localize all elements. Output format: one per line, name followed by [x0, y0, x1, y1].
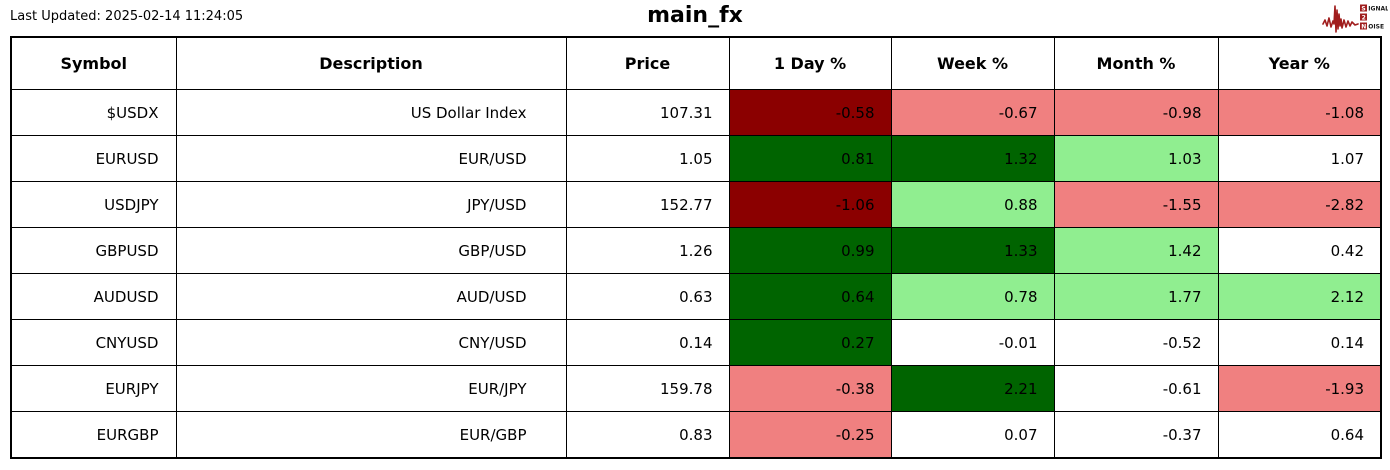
fx-table: Symbol Description Price 1 Day % Week % … [10, 36, 1382, 459]
price-cell: 159.78 [565, 365, 730, 412]
header-row: Symbol Description Price 1 Day % Week % … [10, 36, 1382, 90]
price-cell: 107.31 [565, 89, 730, 136]
price-cell: 0.63 [565, 273, 730, 320]
column-header-price: Price [565, 36, 730, 90]
week-pct-cell: 0.07 [890, 411, 1055, 459]
week-pct-cell: -0.01 [890, 319, 1055, 366]
month-pct-cell: -1.55 [1053, 181, 1219, 228]
year-pct-cell: 0.64 [1217, 411, 1382, 459]
week-pct-cell: 1.32 [890, 135, 1055, 182]
month-pct-cell: -0.52 [1053, 319, 1219, 366]
logo-text-ignal: IGNAL [1368, 5, 1388, 12]
month-pct-cell: -0.61 [1053, 365, 1219, 412]
description-cell: EUR/GBP [175, 411, 567, 459]
price-cell: 152.77 [565, 181, 730, 228]
month-pct-cell: 1.42 [1053, 227, 1219, 274]
symbol-cell: USDJPY [10, 181, 177, 228]
table-row: $USDX US Dollar Index 107.31 -0.58 -0.67… [10, 89, 1382, 136]
day-pct-cell: -0.58 [728, 89, 892, 136]
symbol-cell: EURGBP [10, 411, 177, 459]
week-pct-cell: -0.67 [890, 89, 1055, 136]
day-pct-cell: 0.81 [728, 135, 892, 182]
description-cell: CNY/USD [175, 319, 567, 366]
day-pct-cell: -0.38 [728, 365, 892, 412]
week-pct-cell: 0.88 [890, 181, 1055, 228]
logo-letter-2: 2 [1362, 14, 1366, 21]
logo-text-oise: OISE [1368, 23, 1384, 30]
year-pct-cell: 0.42 [1217, 227, 1382, 274]
symbol-cell: CNYUSD [10, 319, 177, 366]
year-pct-cell: 1.07 [1217, 135, 1382, 182]
week-pct-cell: 1.33 [890, 227, 1055, 274]
column-header-day: 1 Day % [728, 36, 892, 90]
day-pct-cell: -1.06 [728, 181, 892, 228]
symbol-cell: $USDX [10, 89, 177, 136]
column-header-month: Month % [1053, 36, 1219, 90]
month-pct-cell: -0.98 [1053, 89, 1219, 136]
day-pct-cell: 0.64 [728, 273, 892, 320]
table-row: EURUSD EUR/USD 1.05 0.81 1.32 1.03 1.07 [10, 135, 1382, 182]
week-pct-cell: 0.78 [890, 273, 1055, 320]
week-pct-cell: 2.21 [890, 365, 1055, 412]
logo-wordmark: S IGNAL 2 N OISE [1360, 4, 1388, 30]
table-row: CNYUSD CNY/USD 0.14 0.27 -0.01 -0.52 0.1… [10, 319, 1382, 366]
symbol-cell: AUDUSD [10, 273, 177, 320]
logo-letter-s: S [1361, 5, 1365, 12]
year-pct-cell: 2.12 [1217, 273, 1382, 320]
description-cell: JPY/USD [175, 181, 567, 228]
description-cell: GBP/USD [175, 227, 567, 274]
column-header-week: Week % [890, 36, 1055, 90]
page-title: main_fx [647, 3, 743, 28]
table-row: USDJPY JPY/USD 152.77 -1.06 0.88 -1.55 -… [10, 181, 1382, 228]
day-pct-cell: 0.99 [728, 227, 892, 274]
symbol-cell: EURJPY [10, 365, 177, 412]
day-pct-cell: -0.25 [728, 411, 892, 459]
column-header-description: Description [175, 36, 567, 90]
month-pct-cell: -0.37 [1053, 411, 1219, 459]
table-row: EURJPY EUR/JPY 159.78 -0.38 2.21 -0.61 -… [10, 365, 1382, 412]
description-cell: AUD/USD [175, 273, 567, 320]
year-pct-cell: -1.08 [1217, 89, 1382, 136]
signal-2-noise-logo: S IGNAL 2 N OISE [1322, 4, 1388, 33]
logo-letter-n: N [1361, 23, 1366, 30]
month-pct-cell: 1.03 [1053, 135, 1219, 182]
year-pct-cell: 0.14 [1217, 319, 1382, 366]
symbol-cell: EURUSD [10, 135, 177, 182]
description-cell: US Dollar Index [175, 89, 567, 136]
symbol-cell: GBPUSD [10, 227, 177, 274]
top-bar: Last Updated: 2025-02-14 11:24:05 main_f… [0, 0, 1390, 36]
price-cell: 0.83 [565, 411, 730, 459]
waveform-icon [1322, 5, 1359, 33]
price-cell: 1.26 [565, 227, 730, 274]
table-row: GBPUSD GBP/USD 1.26 0.99 1.33 1.42 0.42 [10, 227, 1382, 274]
year-pct-cell: -1.93 [1217, 365, 1382, 412]
column-header-year: Year % [1217, 36, 1382, 90]
column-header-symbol: Symbol [10, 36, 177, 90]
month-pct-cell: 1.77 [1053, 273, 1219, 320]
price-cell: 1.05 [565, 135, 730, 182]
table-row: EURGBP EUR/GBP 0.83 -0.25 0.07 -0.37 0.6… [10, 411, 1382, 459]
day-pct-cell: 0.27 [728, 319, 892, 366]
table-row: AUDUSD AUD/USD 0.63 0.64 0.78 1.77 2.12 [10, 273, 1382, 320]
year-pct-cell: -2.82 [1217, 181, 1382, 228]
price-cell: 0.14 [565, 319, 730, 366]
description-cell: EUR/JPY [175, 365, 567, 412]
last-updated-text: Last Updated: 2025-02-14 11:24:05 [10, 9, 244, 24]
description-cell: EUR/USD [175, 135, 567, 182]
